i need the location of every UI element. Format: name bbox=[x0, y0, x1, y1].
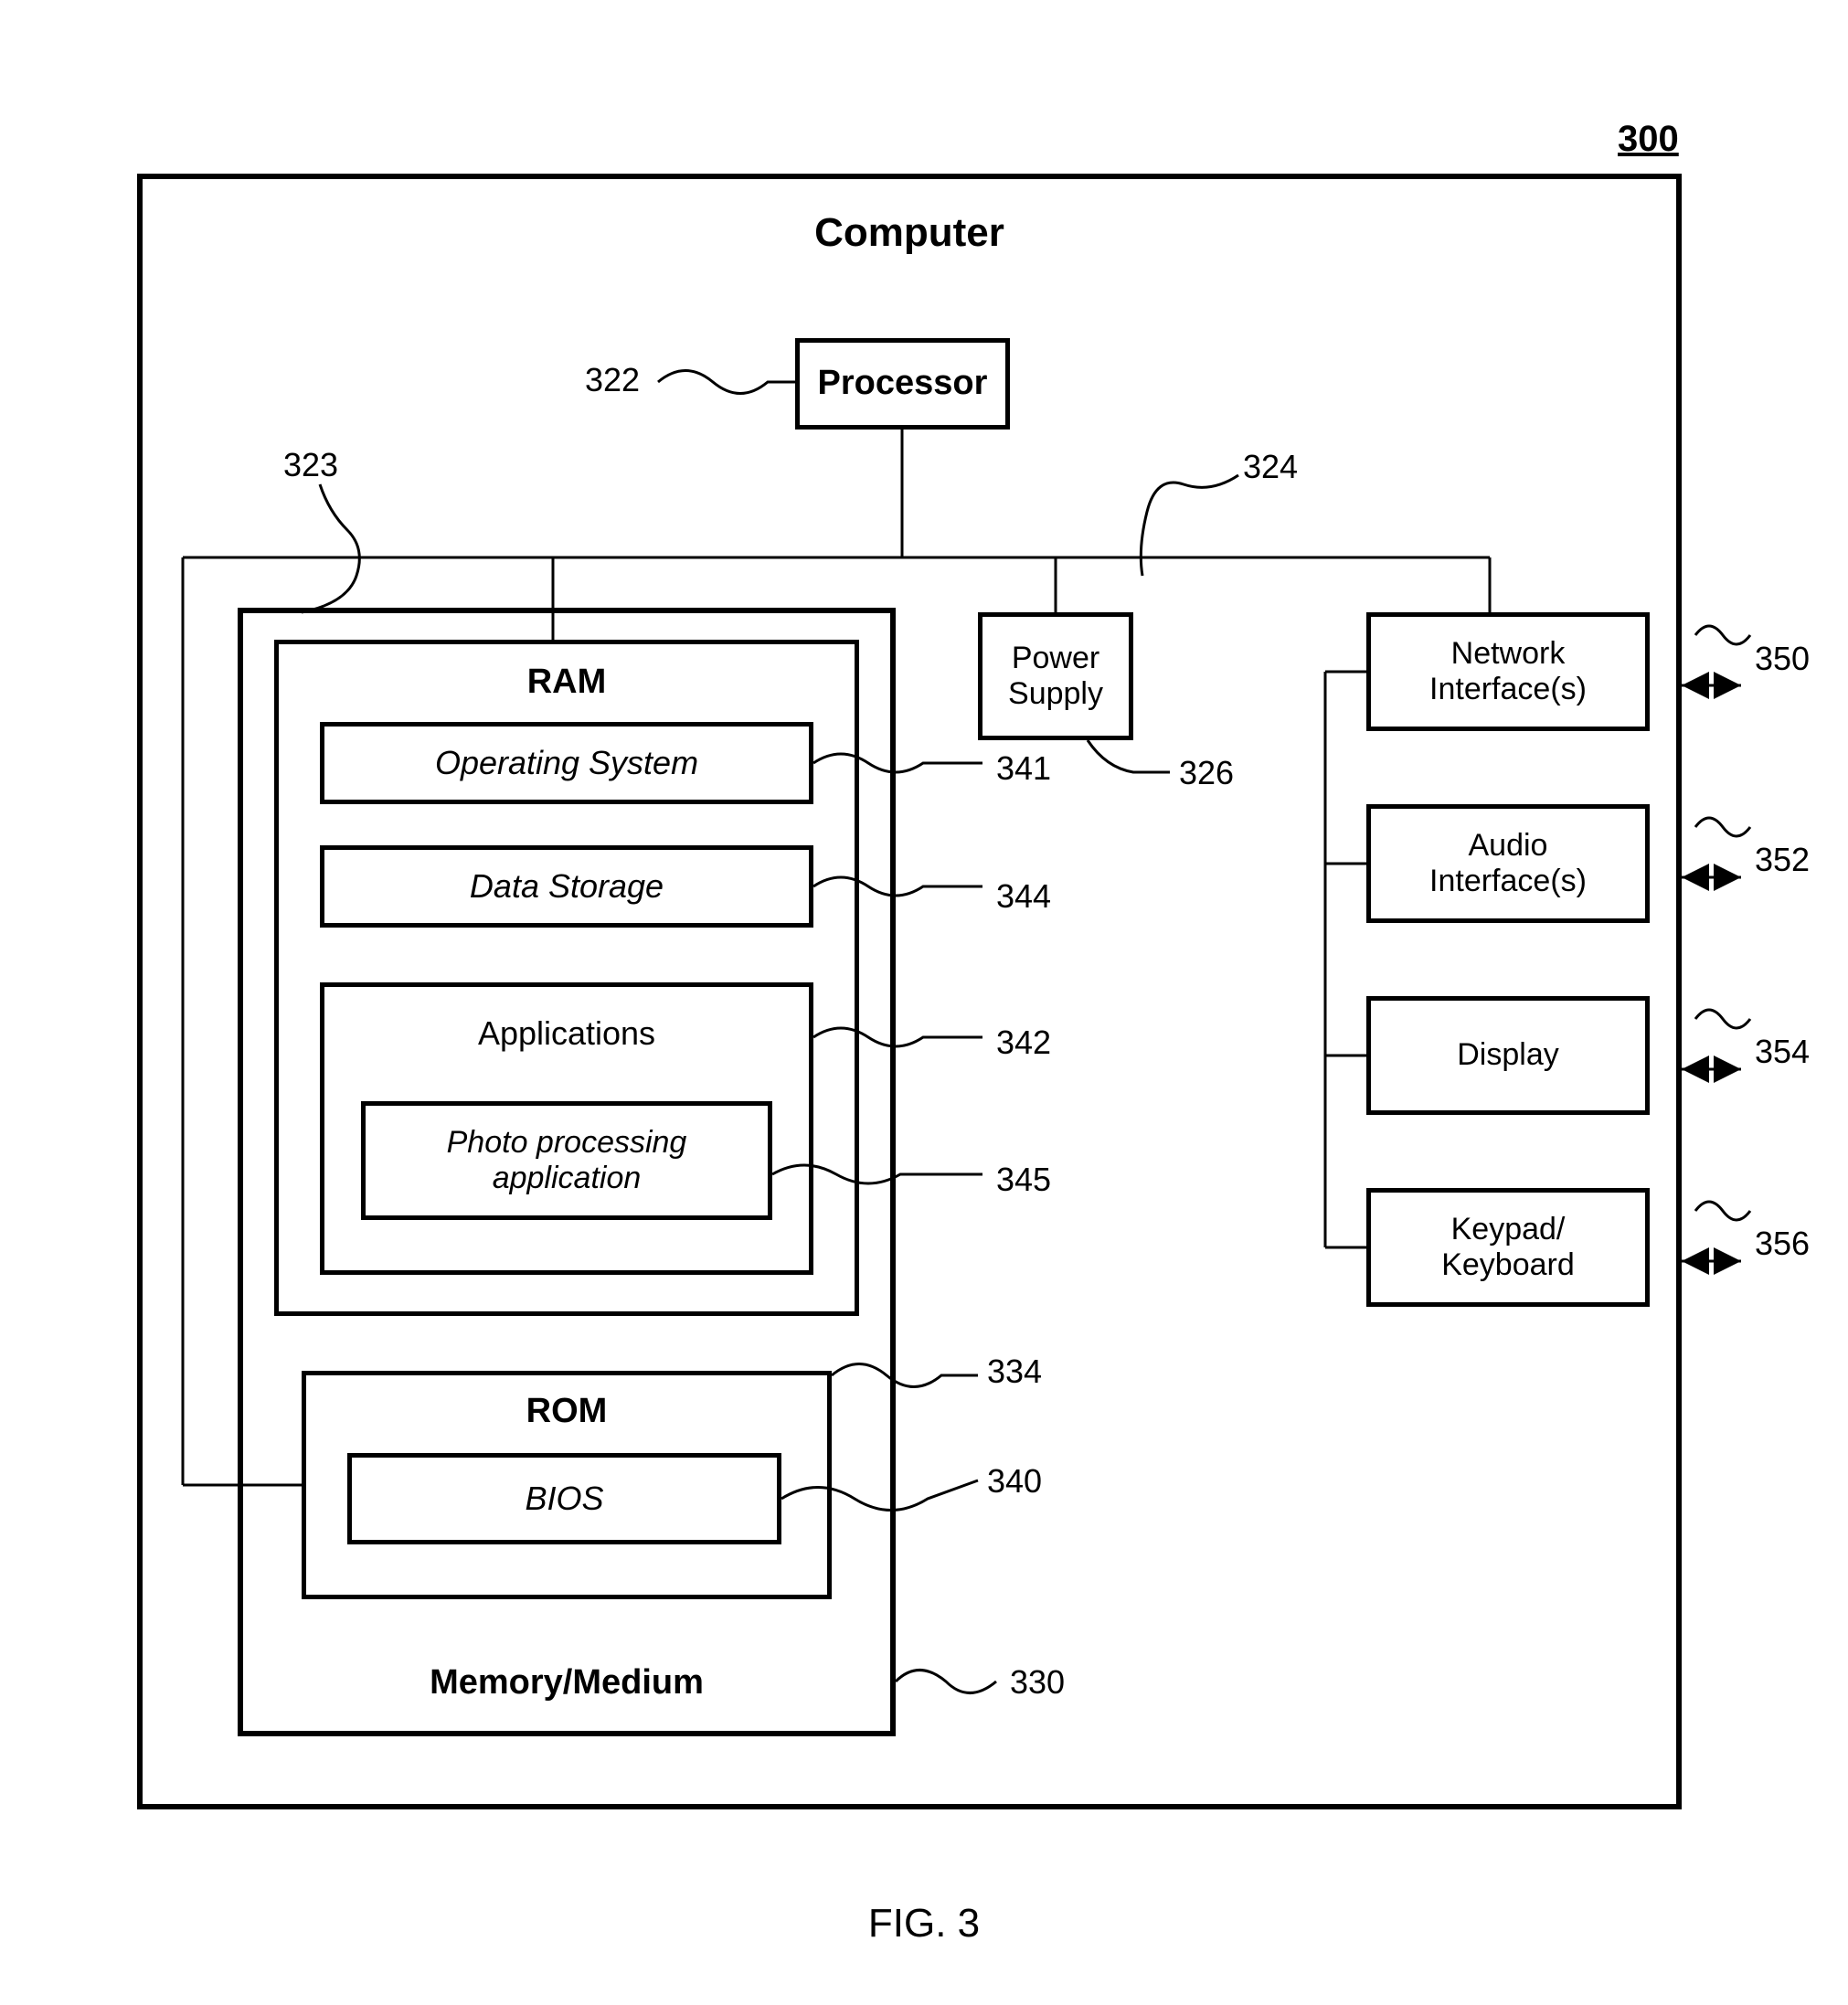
ram-label: RAM bbox=[274, 663, 859, 702]
display-box: Display bbox=[1366, 996, 1650, 1115]
processor-label: Processor bbox=[818, 364, 988, 404]
ref-323: 323 bbox=[283, 446, 338, 484]
rom-label: ROM bbox=[526, 1392, 608, 1432]
ref-352: 352 bbox=[1755, 841, 1810, 879]
bios-box: BIOS bbox=[347, 1453, 781, 1544]
ref-342: 342 bbox=[996, 1024, 1051, 1062]
power-supply-label: Power Supply bbox=[1008, 641, 1103, 712]
memory-label: Memory/Medium bbox=[238, 1663, 896, 1703]
ref-340: 340 bbox=[987, 1462, 1042, 1501]
ref-341: 341 bbox=[996, 749, 1051, 788]
bios-label: BIOS bbox=[525, 1480, 603, 1517]
ref-330: 330 bbox=[1010, 1663, 1065, 1702]
ref-326: 326 bbox=[1179, 754, 1234, 792]
computer-title: Computer bbox=[137, 210, 1682, 256]
photo-app-box: Photo processing application bbox=[361, 1101, 772, 1220]
os-box: Operating System bbox=[320, 722, 813, 804]
ref-354: 354 bbox=[1755, 1033, 1810, 1071]
ref-322: 322 bbox=[585, 361, 640, 399]
ref-324: 324 bbox=[1243, 448, 1298, 486]
data-storage-box: Data Storage bbox=[320, 845, 813, 928]
ref-356: 356 bbox=[1755, 1225, 1810, 1263]
photo-app-label: Photo processing application bbox=[447, 1125, 687, 1196]
data-storage-label: Data Storage bbox=[470, 867, 664, 905]
audio-interface-box: Audio Interface(s) bbox=[1366, 804, 1650, 923]
keypad-label: Keypad/ Keyboard bbox=[1441, 1212, 1575, 1283]
ref-345: 345 bbox=[996, 1161, 1051, 1199]
display-label: Display bbox=[1457, 1037, 1558, 1073]
figure-number-label: 300 bbox=[1618, 119, 1679, 160]
os-label: Operating System bbox=[435, 744, 698, 781]
ref-350: 350 bbox=[1755, 640, 1810, 678]
processor-box: Processor bbox=[795, 338, 1010, 430]
power-supply-box: Power Supply bbox=[978, 612, 1133, 740]
audio-interface-label: Audio Interface(s) bbox=[1429, 828, 1587, 899]
network-interface-label: Network Interface(s) bbox=[1429, 636, 1587, 707]
ref-334: 334 bbox=[987, 1353, 1042, 1391]
network-interface-box: Network Interface(s) bbox=[1366, 612, 1650, 731]
keypad-box: Keypad/ Keyboard bbox=[1366, 1188, 1650, 1307]
applications-label: Applications bbox=[478, 1014, 655, 1052]
ref-344: 344 bbox=[996, 877, 1051, 916]
figure-caption: FIG. 3 bbox=[0, 1901, 1848, 1947]
